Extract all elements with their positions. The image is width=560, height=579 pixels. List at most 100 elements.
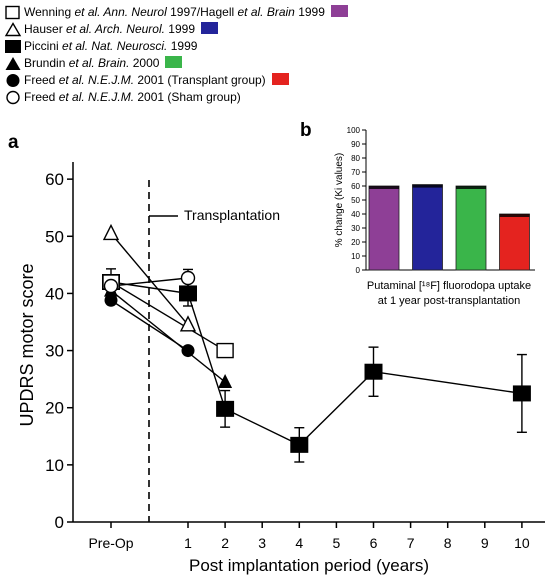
- y-tick-label: 50: [45, 227, 64, 246]
- legend-text: Freed: [24, 90, 59, 104]
- bar-y-tick-label: 0: [356, 266, 361, 275]
- legend-journal: Brain.: [94, 56, 130, 70]
- legend-swatch-red: [271, 73, 289, 85]
- bar-y-tick-label: 30: [351, 224, 360, 233]
- legend-text: Freed: [24, 73, 59, 87]
- x-tick-label: 10: [514, 535, 530, 551]
- bar-y-axis-title: % change (Ki values): [334, 153, 345, 248]
- legend-text: Hauser: [24, 22, 67, 36]
- data-point-filled-square: [512, 385, 531, 402]
- legend-etal: et al.: [74, 5, 101, 19]
- bar-x-axis-title-line1: Putaminal [¹⁸F] fluorodopa uptake: [367, 280, 531, 292]
- data-point-filled-circle: [104, 293, 118, 307]
- series-line-filled-square: [110, 281, 523, 446]
- open-triangle-marker-icon: [4, 22, 22, 37]
- y-tick-label: 0: [55, 513, 64, 532]
- data-point-open-circle: [103, 278, 119, 294]
- x-tick-label: 5: [333, 535, 341, 551]
- legend-year: 1999: [164, 22, 195, 36]
- x-tick-label: 7: [407, 535, 415, 551]
- x-tick-label: 8: [444, 535, 452, 551]
- panel-b-label: b: [300, 120, 312, 141]
- x-tick-label: 2: [221, 535, 229, 551]
- series-line-open-square: [110, 281, 226, 352]
- legend-text: Wenning: [24, 5, 75, 19]
- bar-top-edge: [412, 184, 443, 188]
- series-line-open-circle: [110, 277, 189, 287]
- data-point-open-triangle: [179, 315, 197, 332]
- y-tick-label: 20: [45, 399, 64, 418]
- data-point-filled-square: [364, 363, 383, 380]
- data-point-filled-square: [216, 400, 235, 417]
- data-point-filled-square: [290, 436, 309, 453]
- bar-y-tick-label: 40: [351, 210, 360, 219]
- x-tick-label: 1: [184, 535, 192, 551]
- x-tick-label: 9: [481, 535, 489, 551]
- legend-etal: et al.: [66, 22, 93, 36]
- panel-a-label: a: [8, 132, 19, 153]
- legend-year: 1999: [167, 39, 198, 53]
- bar-top-edge: [456, 186, 486, 189]
- series-line-filled-triangle: [110, 290, 226, 383]
- bar-y-tick-label: 20: [351, 238, 360, 247]
- series-line-filled-circle: [110, 299, 189, 352]
- data-point-open-circle: [180, 270, 196, 286]
- open-square-marker-icon: [5, 5, 20, 20]
- legend-journal: Brain: [263, 5, 295, 19]
- legend-etal: et al.: [237, 5, 264, 19]
- bar-3: [455, 185, 487, 271]
- legend-journal: N.E.J.M.: [84, 90, 135, 104]
- filled-circle-marker-icon: [6, 74, 20, 87]
- legend-year: 2000: [129, 56, 160, 70]
- legend-swatch-blue: [201, 22, 218, 34]
- bar-x-axis-title-line2: at 1 year post-transplantation: [378, 295, 520, 307]
- bar-1: [368, 185, 400, 271]
- y-tick-label: 60: [45, 170, 64, 189]
- y-tick-label: 40: [45, 284, 64, 303]
- legend-etal: et al.: [62, 39, 89, 53]
- legend-journal: Arch. Neurol.: [92, 22, 165, 36]
- bar-y-tick-label: 10: [351, 252, 360, 261]
- bar-4: [499, 213, 530, 271]
- bar-y-tick-label: 60: [351, 182, 360, 191]
- legend-year: 2001 (Transplant group): [134, 73, 266, 87]
- data-point-open-square: [216, 342, 234, 359]
- legend-swatch-purple: [330, 5, 348, 17]
- y-axis-title: UPDRS motor score: [17, 263, 37, 426]
- bar-y-tick-label: 80: [351, 154, 360, 163]
- legend-etal: et al.: [58, 73, 85, 87]
- legend-text: Piccini: [24, 39, 63, 53]
- transplantation-label: Transplantation: [184, 207, 280, 223]
- x-tick-label: 6: [370, 535, 378, 551]
- open-circle-marker-icon: [6, 90, 20, 105]
- series-line-open-triangle: [110, 232, 189, 326]
- bar-y-tick-label: 100: [347, 126, 361, 135]
- data-point-open-triangle: [102, 223, 120, 241]
- y-tick-label: 10: [45, 456, 64, 475]
- legend-swatch-green: [165, 56, 183, 68]
- bar-y-tick-label: 70: [351, 168, 360, 177]
- data-point-filled-square: [179, 285, 197, 302]
- y-tick-label: 30: [45, 342, 64, 361]
- bar-y-tick-label: 50: [351, 196, 360, 205]
- legend-etal: et al.: [58, 90, 85, 104]
- legend-year: 1997/Hagell: [166, 5, 238, 19]
- x-axis-title: Post implantation period (years): [189, 556, 429, 575]
- bar-y-tick-label: 90: [351, 140, 360, 149]
- data-point-filled-triangle: [218, 374, 233, 388]
- bar-top-edge: [499, 214, 530, 217]
- legend-journal: N.E.J.M.: [84, 73, 135, 87]
- bar-2: [412, 184, 443, 271]
- x-tick-label: Pre-Op: [88, 535, 133, 551]
- filled-square-marker-icon: [5, 40, 21, 53]
- bar-top-edge: [369, 186, 399, 189]
- legend-text: Brundin: [24, 56, 69, 70]
- filled-triangle-marker-icon: [5, 57, 21, 70]
- legend-journal: Nat. Neurosci.: [88, 39, 168, 53]
- legend-year: 2001 (Sham group): [134, 90, 241, 104]
- legend-journal: Ann. Neurol: [100, 5, 167, 19]
- legend-etal: et al.: [68, 56, 95, 70]
- x-tick-label: 4: [295, 535, 303, 551]
- legend-year: 1999: [294, 5, 325, 19]
